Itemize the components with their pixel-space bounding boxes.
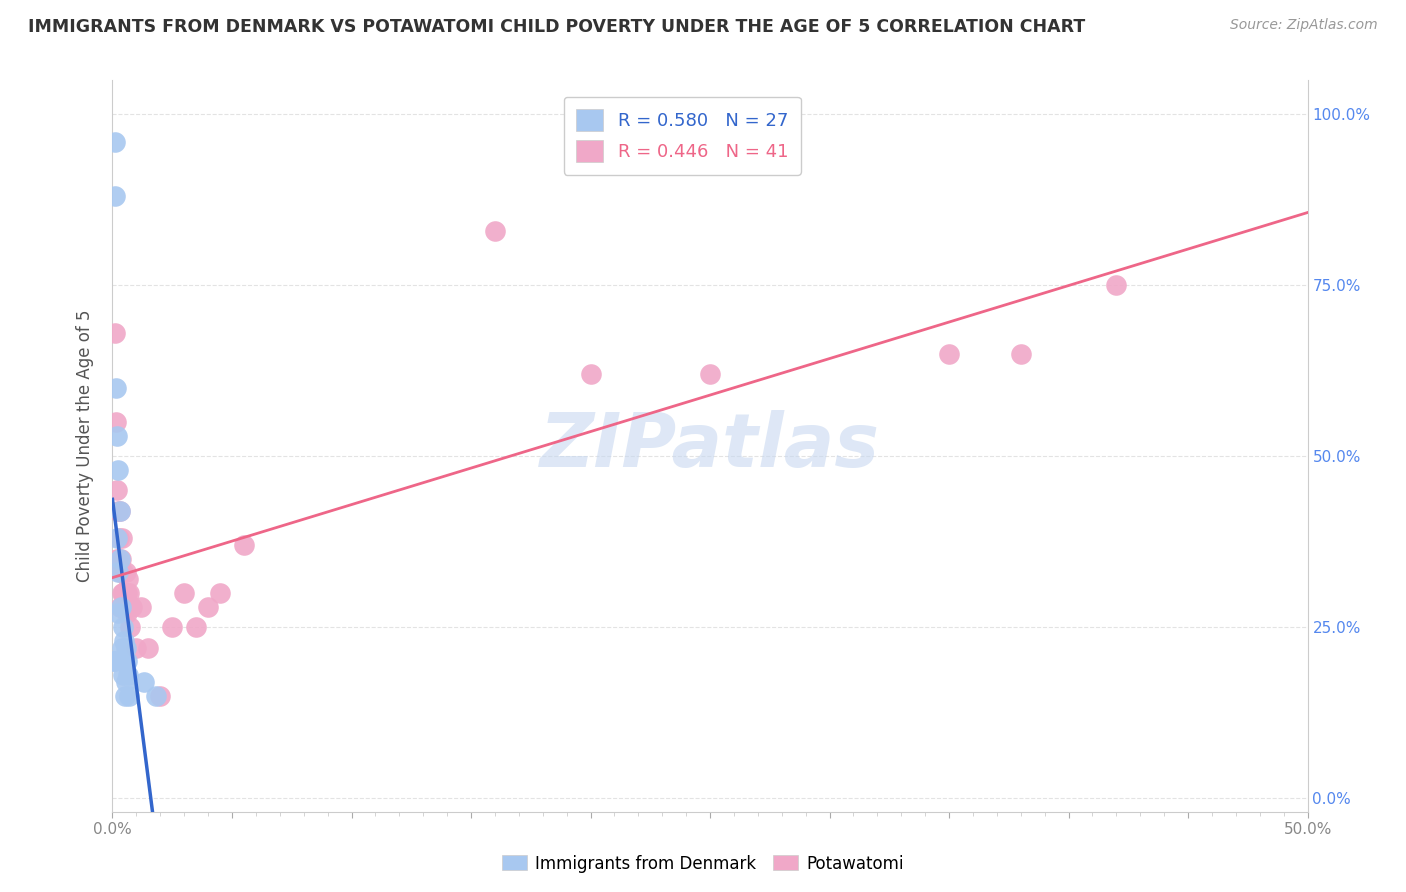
Legend: R = 0.580   N = 27, R = 0.446   N = 41: R = 0.580 N = 27, R = 0.446 N = 41 <box>564 96 801 175</box>
Point <box>110 586 132 600</box>
Point <box>107 607 129 621</box>
Point <box>186 620 208 634</box>
Point <box>108 531 131 545</box>
Point <box>938 347 960 361</box>
Point <box>699 368 721 382</box>
Point <box>209 586 232 600</box>
Point <box>117 607 139 621</box>
Point <box>105 415 128 429</box>
Point <box>105 551 128 566</box>
Point <box>105 483 128 498</box>
Point <box>108 566 131 580</box>
Point <box>197 599 219 614</box>
Point <box>110 551 132 566</box>
Text: IMMIGRANTS FROM DENMARK VS POTAWATOMI CHILD POVERTY UNDER THE AGE OF 5 CORRELATI: IMMIGRANTS FROM DENMARK VS POTAWATOMI CH… <box>28 18 1085 36</box>
Point <box>108 504 131 518</box>
Point <box>114 640 136 655</box>
Point <box>104 326 127 341</box>
Point <box>1010 347 1032 361</box>
Point <box>110 599 132 614</box>
Point <box>121 599 143 614</box>
Point <box>1105 278 1128 293</box>
Point <box>117 668 139 682</box>
Point <box>114 689 136 703</box>
Point <box>112 633 135 648</box>
Point <box>112 599 135 614</box>
Point <box>115 599 138 614</box>
Point <box>114 654 135 668</box>
Text: Source: ZipAtlas.com: Source: ZipAtlas.com <box>1230 18 1378 32</box>
Point <box>118 689 141 703</box>
Point <box>484 224 506 238</box>
Legend: Immigrants from Denmark, Potawatomi: Immigrants from Denmark, Potawatomi <box>495 848 911 880</box>
Point <box>107 566 129 580</box>
Point <box>112 668 135 682</box>
Point <box>173 586 195 600</box>
Point <box>110 654 132 668</box>
Point <box>233 538 256 552</box>
Point <box>115 674 138 689</box>
Point <box>108 504 131 518</box>
Point <box>108 551 131 566</box>
Point <box>107 504 129 518</box>
Point <box>105 531 128 545</box>
Text: ZIPatlas: ZIPatlas <box>540 409 880 483</box>
Point <box>115 586 138 600</box>
Point <box>118 586 141 600</box>
Point <box>132 674 155 689</box>
Point <box>120 620 142 634</box>
Point <box>107 551 129 566</box>
Point <box>579 368 602 382</box>
Point <box>145 689 167 703</box>
Y-axis label: Child Poverty Under the Age of 5: Child Poverty Under the Age of 5 <box>76 310 94 582</box>
Point <box>125 640 148 655</box>
Point <box>117 572 139 586</box>
Point <box>111 586 134 600</box>
Point <box>129 599 152 614</box>
Point <box>104 189 127 203</box>
Point <box>107 463 129 477</box>
Point <box>103 654 125 668</box>
Point <box>115 654 138 668</box>
Point <box>149 689 172 703</box>
Point <box>111 531 134 545</box>
Point <box>112 566 135 580</box>
Point <box>111 640 134 655</box>
Point <box>162 620 183 634</box>
Point <box>138 640 160 655</box>
Point <box>110 599 132 614</box>
Point <box>114 566 136 580</box>
Point <box>104 135 127 149</box>
Point <box>105 429 128 443</box>
Point <box>103 654 125 668</box>
Point <box>114 586 135 600</box>
Point <box>105 381 128 395</box>
Point <box>111 620 134 634</box>
